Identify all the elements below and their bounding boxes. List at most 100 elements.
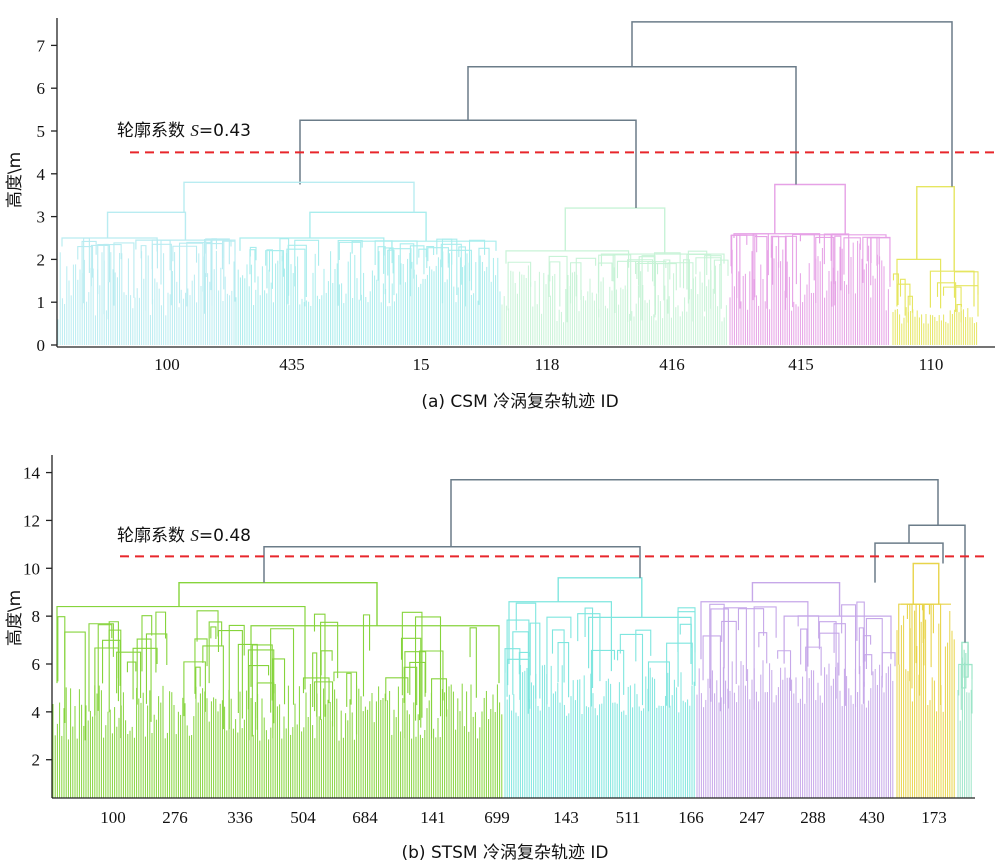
sub-branch bbox=[733, 233, 821, 244]
sub-merge bbox=[551, 629, 565, 683]
sub-merge bbox=[97, 243, 122, 295]
sub-branch bbox=[588, 616, 692, 669]
sub-merge bbox=[249, 249, 256, 283]
sub-merge bbox=[256, 682, 275, 719]
sub-branch bbox=[56, 605, 306, 690]
x-tick-label: 430 bbox=[859, 808, 885, 827]
sub-merge bbox=[202, 645, 224, 730]
sub-merge bbox=[864, 654, 873, 676]
sub-merge bbox=[635, 629, 652, 662]
sub-merge bbox=[512, 631, 529, 714]
sub-merge bbox=[399, 243, 415, 285]
sub-merge bbox=[911, 603, 925, 689]
y-tick-label: 0 bbox=[37, 336, 46, 355]
x-tick-label: 166 bbox=[678, 808, 704, 827]
sub-branch bbox=[505, 250, 630, 268]
sub-merge bbox=[383, 247, 394, 274]
y-tick-label: 6 bbox=[32, 655, 41, 674]
cluster-top-link bbox=[106, 211, 187, 241]
sub-merge bbox=[287, 244, 307, 305]
x-tick-label: 110 bbox=[919, 355, 944, 374]
sub-merge bbox=[870, 236, 891, 286]
sub-merge bbox=[687, 250, 708, 304]
cluster-top-link bbox=[774, 183, 846, 235]
sub-merge bbox=[90, 244, 111, 287]
sub-merge bbox=[695, 257, 722, 275]
upper-merge-link bbox=[450, 479, 939, 547]
sub-merge bbox=[753, 606, 777, 710]
sub-merge bbox=[409, 661, 426, 697]
sub-merge bbox=[414, 616, 442, 721]
chart-b-x-axis-title: (b) STSM 冷涡复杂轨迹 ID bbox=[401, 843, 608, 863]
sub-merge bbox=[385, 677, 409, 702]
upper-merge-link bbox=[874, 542, 944, 583]
chart-b-silhouette-label: 轮廓系数 S=0.48 bbox=[117, 526, 251, 546]
y-tick-label: 2 bbox=[32, 751, 41, 770]
sub-merge bbox=[529, 622, 541, 699]
sub-merge bbox=[575, 257, 597, 297]
sub-merge bbox=[314, 681, 334, 727]
sub-merge bbox=[208, 621, 223, 684]
sub-merge bbox=[210, 626, 217, 639]
x-tick-label: 415 bbox=[788, 355, 814, 374]
sub-merge bbox=[403, 666, 418, 706]
sub-merge bbox=[196, 610, 219, 642]
y-tick-label: 3 bbox=[37, 208, 46, 227]
sub-merge bbox=[953, 271, 979, 298]
sub-merge bbox=[856, 601, 865, 687]
sub-merge bbox=[666, 642, 693, 706]
sub-branch bbox=[896, 258, 942, 309]
upper-merge-link bbox=[299, 119, 637, 209]
sub-merge bbox=[899, 278, 906, 316]
sub-merge bbox=[843, 237, 861, 275]
sub-merge bbox=[195, 666, 201, 699]
sub-merge bbox=[598, 254, 616, 318]
chart-a-merge-links bbox=[183, 21, 953, 213]
sub-merge bbox=[401, 611, 423, 718]
sub-merge bbox=[387, 249, 395, 296]
sub-merge bbox=[155, 611, 167, 673]
sub-merge bbox=[831, 233, 850, 307]
x-tick-label: 511 bbox=[616, 808, 641, 827]
x-tick-label: 699 bbox=[484, 808, 510, 827]
sub-merge bbox=[549, 261, 561, 307]
sub-branch bbox=[508, 601, 612, 672]
sub-merge bbox=[141, 615, 153, 672]
sub-branch bbox=[921, 603, 951, 611]
sub-merge bbox=[638, 256, 655, 298]
sub-merge bbox=[320, 621, 339, 720]
sub-merge bbox=[667, 262, 694, 322]
chart-b-y-ticks: 2 4 6 8 10 12 14 bbox=[23, 464, 52, 770]
sub-merge bbox=[217, 630, 243, 719]
sub-merge bbox=[771, 236, 787, 298]
sub-merge bbox=[862, 635, 872, 663]
sub-merge bbox=[635, 261, 656, 315]
sub-merge bbox=[418, 650, 444, 721]
chart-a-silhouette-label: 轮廓系数 S=0.43 bbox=[117, 121, 251, 141]
y-tick-label: 2 bbox=[37, 250, 46, 269]
sub-merge bbox=[265, 250, 285, 277]
y-tick-label: 4 bbox=[32, 703, 41, 722]
sub-merge bbox=[557, 642, 570, 698]
sub-merge bbox=[337, 240, 363, 306]
cluster-top-link bbox=[751, 581, 841, 617]
sub-merge bbox=[590, 649, 616, 707]
sub-merge bbox=[436, 238, 458, 295]
sub-merge bbox=[627, 259, 654, 322]
sub-merge bbox=[663, 259, 671, 301]
sub-merge bbox=[546, 616, 572, 705]
x-tick-label: 276 bbox=[162, 808, 188, 827]
sub-merge bbox=[247, 649, 275, 724]
cluster-join-link bbox=[183, 181, 415, 213]
sub-merge bbox=[677, 607, 696, 687]
chart-a-x-ticks: 100 435 15 118 416 415 110 bbox=[154, 355, 943, 374]
x-tick-label: 100 bbox=[100, 808, 126, 827]
sub-merge bbox=[922, 603, 934, 643]
sub-merge bbox=[294, 239, 320, 287]
sub-merge bbox=[132, 647, 158, 700]
sub-merge bbox=[270, 628, 295, 713]
sub-branch bbox=[351, 240, 497, 254]
cluster-top-link bbox=[178, 581, 378, 626]
sub-merge bbox=[400, 637, 422, 728]
